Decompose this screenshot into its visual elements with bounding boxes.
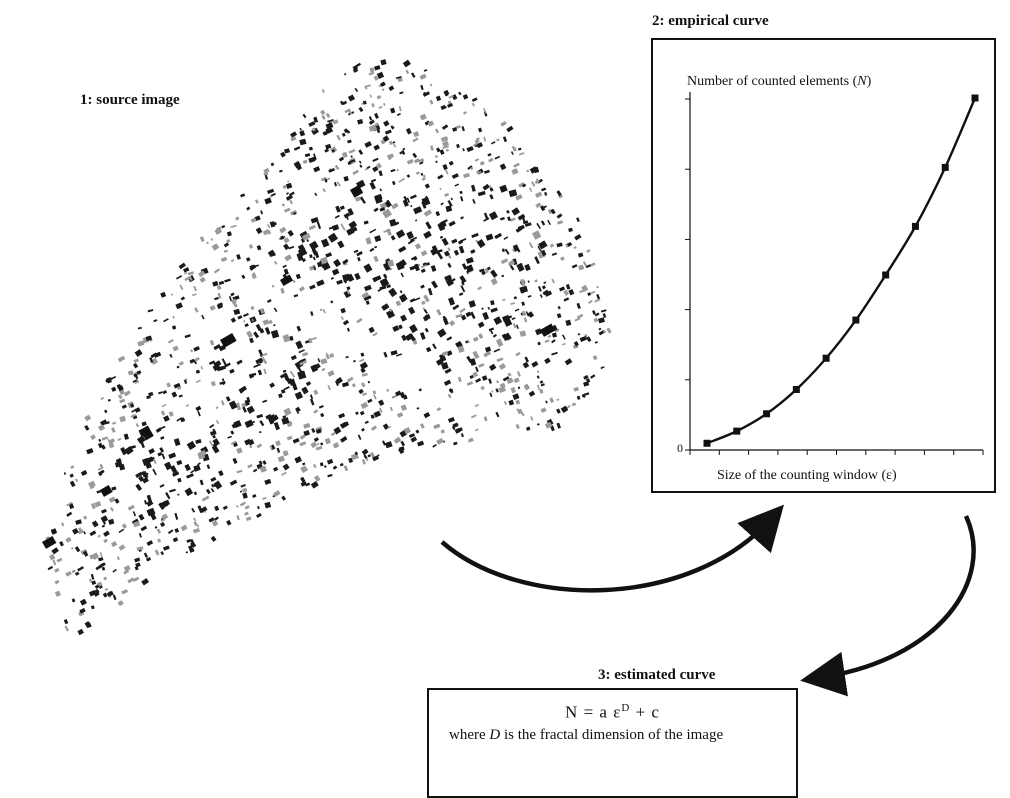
data-point — [852, 316, 860, 324]
fractal-formula: N = a εD + c — [565, 702, 660, 722]
map-building-footprints — [42, 59, 612, 636]
data-point — [882, 271, 890, 279]
estimated-curve-label: 3: estimated curve — [598, 667, 716, 683]
empirical-curve-label: 2: empirical curve — [652, 13, 769, 29]
formula-box: N = a εD + c where D is the fractal dime… — [427, 688, 798, 798]
y-tick-label-zero: 0 — [677, 441, 683, 455]
data-point — [971, 94, 979, 102]
data-point — [792, 385, 800, 393]
arrow-source-to-empirical — [440, 504, 784, 593]
empirical-curve-chart: Number of counted elements (N) 0 Size of… — [651, 38, 996, 493]
data-point — [763, 410, 771, 418]
formula-description: where D is the fractal dimension of the … — [449, 726, 724, 743]
arrow-empirical-to-estimated — [800, 515, 976, 697]
y-axis-label: Number of counted elements (N) — [687, 74, 872, 89]
series-line — [706, 97, 977, 445]
data-point — [822, 354, 830, 362]
x-axis-label: Size of the counting window (ε) — [717, 468, 897, 483]
data-point — [733, 427, 741, 435]
data-point — [911, 222, 919, 230]
data-point — [941, 163, 949, 171]
data-point — [703, 439, 711, 447]
chart-plot-area — [685, 92, 984, 455]
source-urban-map-image — [42, 59, 612, 636]
source-image-label: 1: source image — [80, 92, 180, 108]
